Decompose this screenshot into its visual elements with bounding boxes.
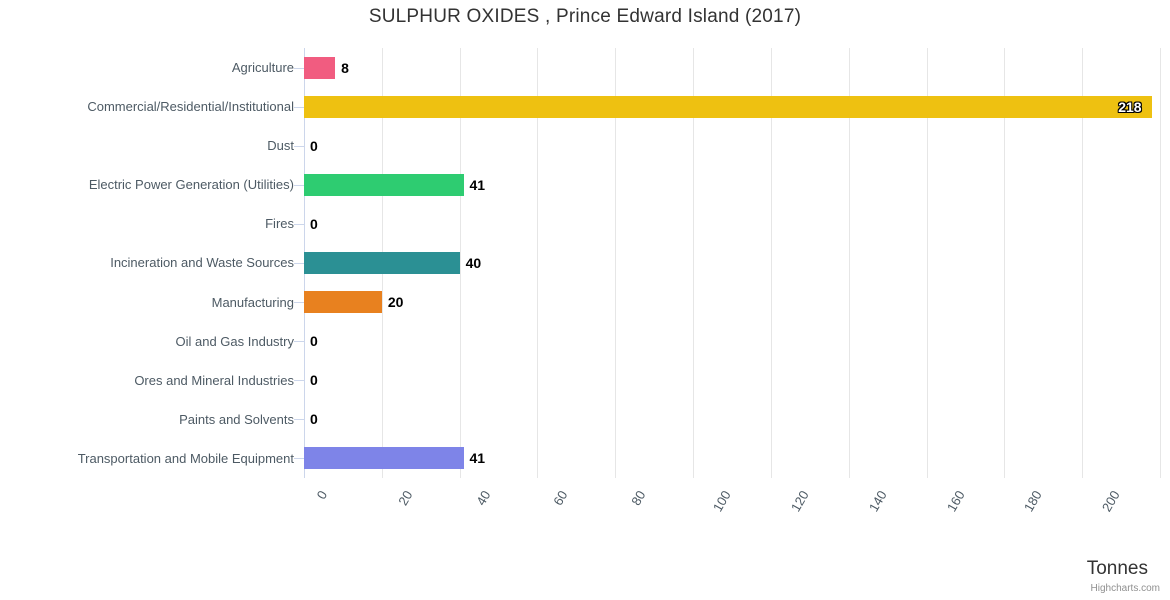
bar-row[interactable]: 0: [304, 361, 1160, 400]
y-axis-category-label: Agriculture: [231, 60, 294, 76]
y-axis-category-label: Oil and Gas Industry: [175, 333, 295, 349]
bar-value-label: 8: [341, 59, 349, 76]
x-axis-tick-label: 100: [709, 488, 734, 515]
gridline: [1160, 48, 1161, 478]
gridline: [926, 48, 928, 478]
bar[interactable]: [304, 251, 460, 274]
y-axis-category-label: Electric Power Generation (Utilities): [88, 177, 294, 193]
bar-value-label: 40: [465, 254, 482, 271]
gridline: [615, 48, 617, 478]
y-axis-category-label: Ores and Mineral Industries: [134, 372, 294, 388]
y-axis-category-labels: Agriculture Commercial/Residential/Instit…: [0, 48, 304, 478]
x-axis-tick-label: 80: [628, 488, 649, 509]
y-axis-category-label: Incineration and Waste Sources: [110, 255, 294, 271]
bar-row[interactable]: 0: [304, 204, 1160, 243]
x-axis-tick-label: 0: [313, 488, 331, 502]
bar-value-label: 218: [1118, 98, 1142, 115]
gridline: [693, 48, 695, 478]
x-axis-tick-label: 180: [1021, 488, 1046, 515]
bar[interactable]: [304, 95, 1153, 118]
gridline: [770, 48, 772, 478]
chart-title: SULPHUR OXIDES , Prince Edward Island (2…: [368, 6, 802, 27]
y-axis-tick: [294, 223, 304, 225]
y-axis-tick: [294, 458, 304, 460]
y-axis-tick: [294, 341, 304, 343]
x-axis-title: Tonnes: [1086, 558, 1148, 579]
bar-value-label: 0: [310, 372, 318, 389]
bar-row[interactable]: 40: [304, 243, 1160, 282]
y-axis-category-label: Dust: [267, 138, 294, 154]
bar-row[interactable]: 41: [304, 439, 1160, 478]
bar[interactable]: [304, 447, 464, 470]
bar-series: 8 218 0 41 0 40 20 0 0 0 41: [304, 48, 1160, 478]
y-axis-category-label: Commercial/Residential/Institutional: [87, 99, 294, 115]
bar-row[interactable]: 20: [304, 283, 1160, 322]
bar-value-label: 20: [387, 294, 404, 311]
x-axis-tick-label: 20: [395, 488, 416, 509]
gridline: [459, 48, 461, 478]
bar-value-label: 0: [310, 137, 318, 154]
x-axis-tick-label: 140: [865, 488, 890, 515]
x-axis-tick-label: 60: [550, 488, 571, 509]
y-axis-category-label: Fires: [265, 216, 294, 232]
y-axis-category-label: Transportation and Mobile Equipment: [77, 450, 294, 466]
y-axis-tick: [294, 106, 304, 108]
x-axis-tick-label: 40: [472, 488, 494, 509]
y-axis-tick: [294, 263, 304, 264]
x-axis-tick-label: 200: [1099, 488, 1123, 515]
y-axis-category-label: Paints and Solvents: [179, 411, 294, 427]
plot-area: 8 218 0 41 0 40 20 0 0 0 41: [304, 48, 1161, 478]
bar[interactable]: [304, 291, 382, 314]
x-axis-tick-labels: 020406080100120140160180200220: [304, 478, 1160, 538]
bar-value-label: 41: [469, 176, 486, 193]
y-axis-category-label: Manufacturing: [211, 294, 294, 310]
bar-value-label: 0: [310, 215, 318, 232]
gridline: [1082, 48, 1084, 478]
bar-row[interactable]: 8: [304, 48, 1160, 87]
gridline: [848, 48, 850, 478]
gridline: [1004, 48, 1006, 478]
y-axis-tick: [294, 67, 304, 69]
x-axis-tick-label: 120: [787, 488, 812, 515]
bar-row[interactable]: 0: [304, 400, 1160, 439]
bar[interactable]: [304, 56, 336, 79]
bar-row[interactable]: 41: [304, 165, 1160, 204]
bar-row[interactable]: 0: [304, 322, 1160, 361]
bar-value-label: 0: [310, 333, 318, 350]
bar-row[interactable]: 218: [304, 87, 1160, 126]
x-axis-tick-label: 160: [943, 488, 968, 515]
bar-row[interactable]: 0: [304, 126, 1160, 165]
gridline: [537, 48, 539, 478]
bar-value-label: 41: [469, 450, 486, 467]
y-axis-tick: [294, 302, 304, 304]
credits-label: Highcharts.com: [1090, 583, 1160, 594]
y-axis-tick: [294, 419, 304, 421]
bar-value-label: 0: [310, 411, 318, 428]
y-axis-tick: [294, 145, 304, 147]
y-axis-tick: [294, 380, 304, 382]
y-axis-tick: [294, 184, 304, 186]
bar[interactable]: [304, 173, 464, 196]
